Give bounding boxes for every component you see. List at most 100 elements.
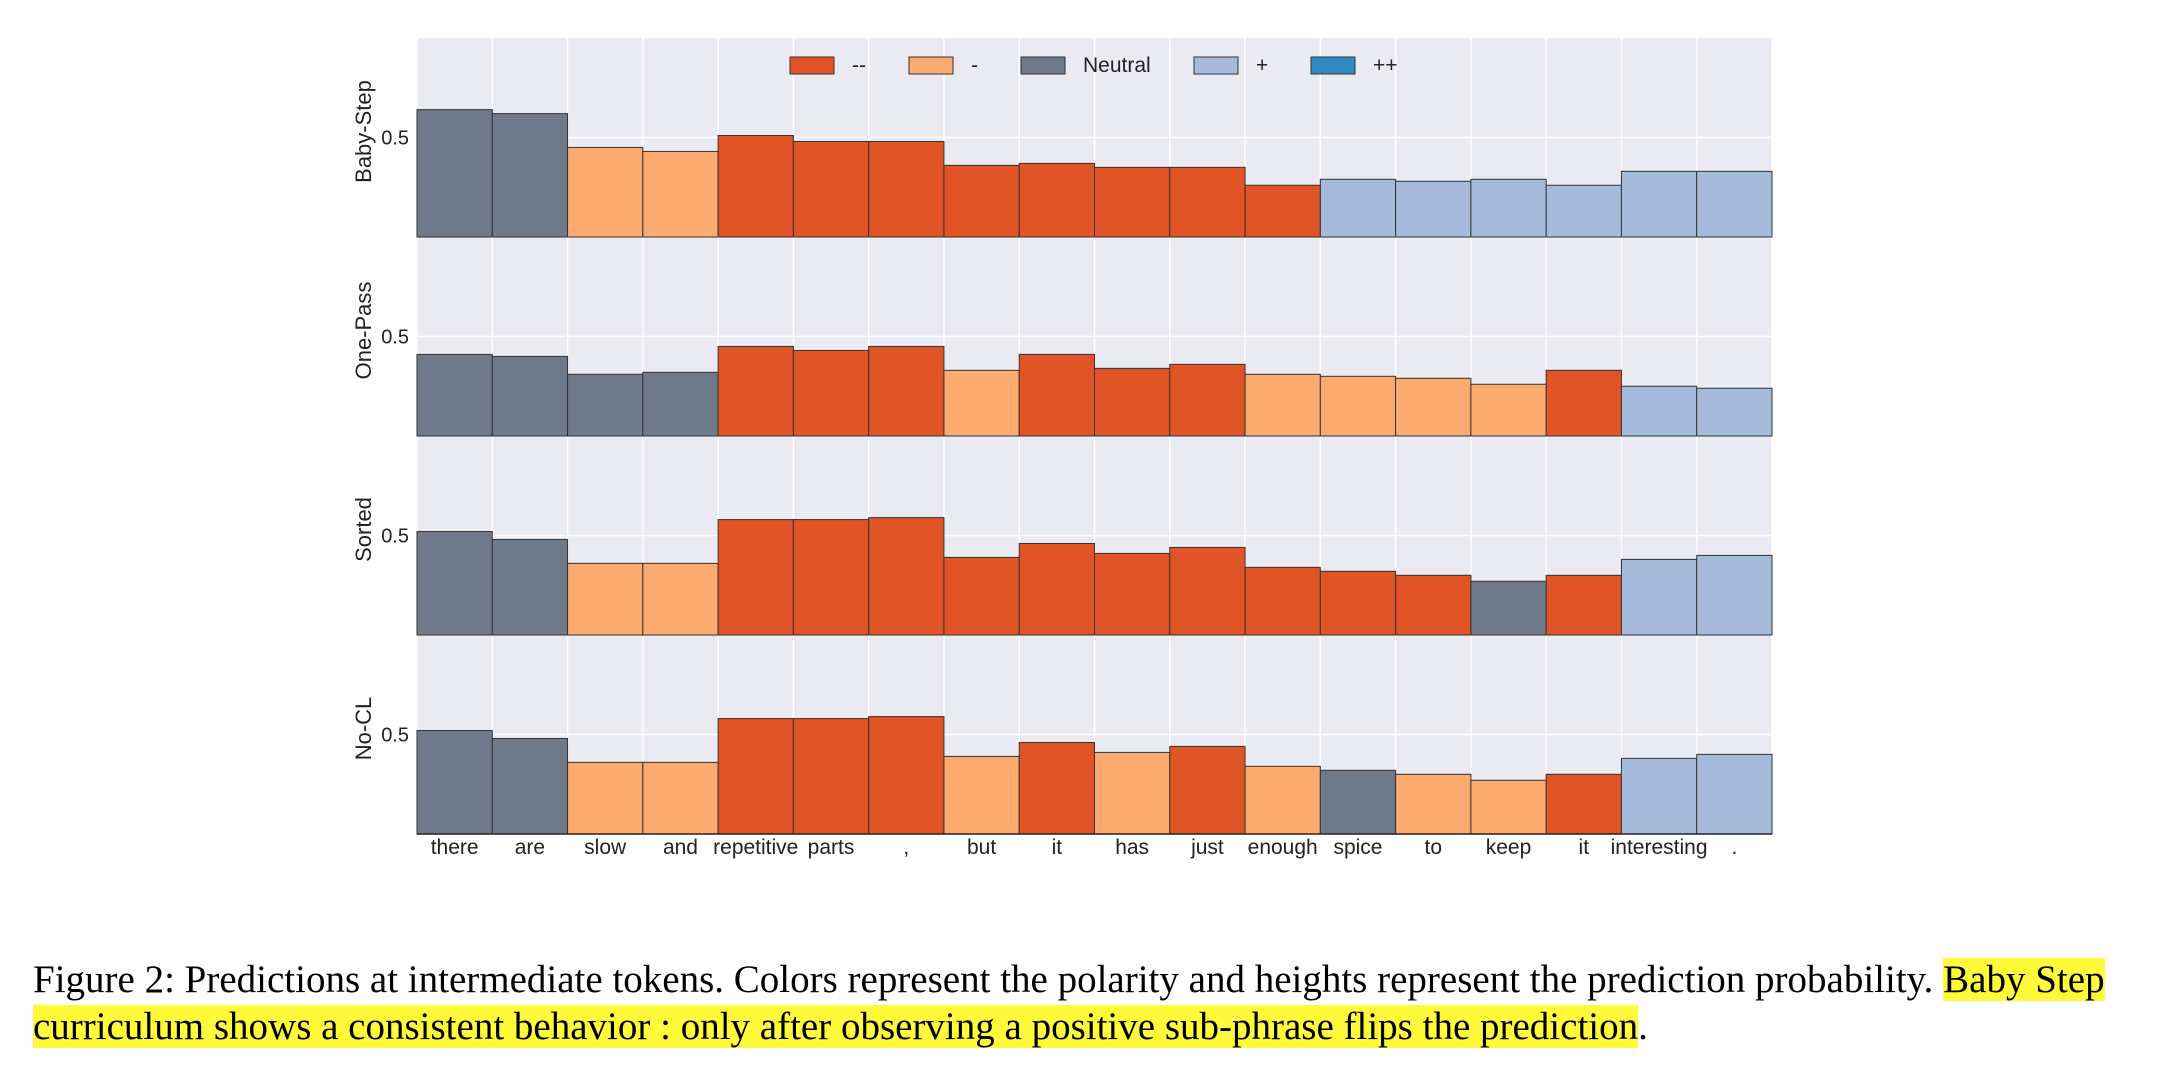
bar (1620, 170, 1698, 238)
x-tick-label: to (1424, 836, 1442, 859)
bar (416, 353, 493, 437)
bar (642, 761, 719, 835)
bar (943, 369, 1020, 437)
bar (1319, 769, 1397, 835)
bar (1018, 162, 1096, 238)
bar (792, 140, 870, 238)
bar (1319, 570, 1397, 636)
bar (1169, 166, 1246, 238)
x-tick-label: . (1731, 836, 1737, 859)
bar (1018, 542, 1096, 636)
x-tick-label: just (1190, 836, 1224, 859)
bar (717, 135, 794, 238)
bar (1545, 773, 1622, 835)
bar (642, 150, 719, 238)
panel-ylabel: One-Pass (351, 282, 376, 380)
legend-label: ++ (1373, 54, 1398, 77)
x-tick-label: it (1579, 836, 1590, 859)
bar (1395, 773, 1472, 835)
bar (943, 164, 1020, 238)
bar (1244, 566, 1321, 636)
bar (491, 355, 569, 437)
y-tick-label: 0.5 (381, 128, 409, 150)
legend-swatch (789, 56, 835, 75)
x-tick-label: and (663, 836, 698, 859)
bar (1244, 184, 1321, 238)
bar (1244, 373, 1321, 437)
y-tick-label: 0.5 (381, 526, 409, 548)
bar (1169, 546, 1246, 636)
bar (491, 737, 569, 835)
x-tick-label: parts (808, 836, 855, 859)
bar (1696, 554, 1773, 636)
bar (567, 146, 644, 238)
legend-label: + (1256, 54, 1268, 77)
bar (943, 755, 1020, 835)
bar (1395, 574, 1472, 636)
bar (416, 730, 493, 835)
bar (1018, 741, 1096, 835)
bar (868, 716, 945, 835)
legend-label: -- (852, 54, 866, 77)
x-tick-label: keep (1486, 836, 1532, 859)
x-tick-label: interesting (1611, 836, 1708, 859)
bar (1696, 753, 1773, 835)
bar (868, 140, 945, 238)
bar (1620, 385, 1698, 437)
bar (1244, 765, 1321, 835)
bar (1094, 751, 1171, 835)
bar (1319, 375, 1397, 437)
bar (1094, 367, 1171, 437)
panel-ylabel: Baby-Step (351, 80, 376, 183)
figure-caption: Figure 2: Predictions at intermediate to… (33, 956, 2153, 1050)
legend-label: Neutral (1083, 54, 1151, 77)
legend-swatch (1193, 56, 1239, 75)
bar (416, 531, 493, 636)
x-tick-label: slow (584, 836, 627, 859)
bar (1620, 757, 1698, 835)
bar (1470, 779, 1547, 835)
x-tick-label: has (1115, 836, 1149, 859)
caption-tail: . (1638, 1005, 1648, 1048)
bar (1094, 166, 1171, 238)
bar (1470, 178, 1547, 238)
x-tick-label: enough (1248, 836, 1318, 859)
x-tick-label: it (1052, 836, 1063, 859)
bar (642, 562, 719, 636)
bar (717, 718, 794, 835)
bar (491, 113, 569, 238)
panel-ylabel: Sorted (351, 497, 376, 562)
bar (1545, 574, 1622, 636)
x-tick-label: there (431, 836, 479, 859)
bar (1696, 387, 1773, 437)
bar (1620, 558, 1698, 636)
bar (567, 761, 644, 835)
bar (1094, 552, 1171, 636)
legend-label: - (971, 54, 978, 77)
bar (868, 345, 945, 437)
x-tick-label: repetitive (713, 836, 798, 859)
bar (792, 718, 870, 835)
bar (1470, 383, 1547, 437)
bar (1319, 178, 1397, 238)
bar (717, 345, 794, 437)
x-tick-label: spice (1333, 836, 1382, 859)
bar (1395, 377, 1472, 437)
legend-swatch (1310, 56, 1356, 75)
bar (416, 109, 493, 238)
bar (491, 538, 569, 636)
bar (943, 556, 1020, 636)
x-tick-label: are (515, 836, 545, 859)
bar (567, 373, 644, 437)
bar (1395, 180, 1472, 238)
bar (1696, 170, 1773, 238)
bar (1545, 369, 1622, 437)
bar (1470, 580, 1547, 636)
bar (642, 371, 719, 437)
bar (1545, 184, 1622, 238)
panel-ylabel: No-CL (351, 697, 376, 761)
legend-swatch (1020, 56, 1066, 75)
bar (1018, 353, 1096, 437)
bar (717, 519, 794, 636)
